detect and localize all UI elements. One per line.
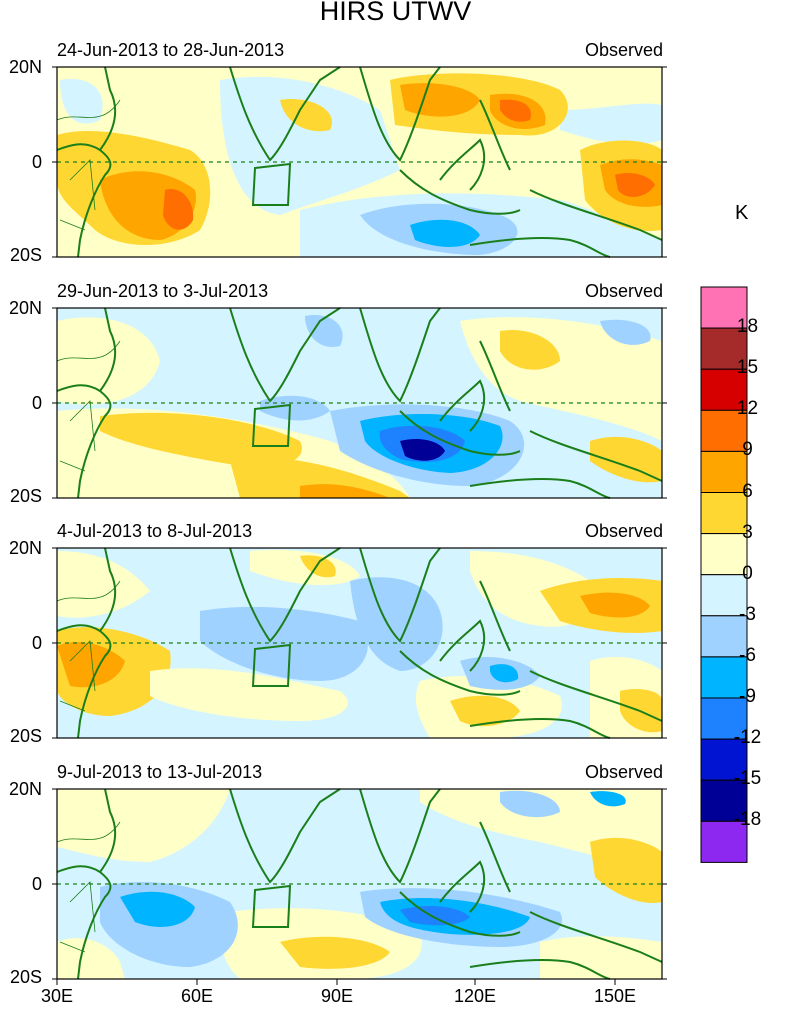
lat-label-20n: 20N	[8, 779, 42, 799]
colorbar-tick-label: 18	[736, 316, 759, 338]
colorbar-tick-label: -12	[733, 727, 762, 749]
panel-date-range: 29-Jun-2013 to 3-Jul-2013	[57, 281, 269, 301]
map-field	[52, 788, 667, 985]
lat-label-20s: 20S	[9, 245, 42, 265]
panel-date-range: 9-Jul-2013 to 13-Jul-2013	[57, 762, 263, 782]
lon-label-90e: 90E	[320, 986, 354, 1006]
map-field	[52, 66, 667, 258]
lat-label-0: 0	[31, 152, 42, 172]
colorbar-tick-label: 9	[742, 439, 753, 461]
lat-label-0: 0	[31, 874, 42, 894]
colorbar-swatch	[700, 327, 748, 370]
map-panel-4: 9-Jul-2013 to 13-Jul-2013 Observed	[0, 762, 791, 1002]
map-panel-3: 4-Jul-2013 to 8-Jul-2013 Observed	[0, 521, 791, 761]
colorbar-tick-label: 15	[736, 357, 759, 379]
colorbar-swatch	[700, 533, 748, 576]
map-field	[52, 547, 667, 739]
colorbar	[700, 286, 748, 863]
map-field	[52, 307, 667, 499]
colorbar-tick-label: -3	[739, 603, 756, 625]
units-label: K	[735, 202, 749, 224]
colorbar-swatch	[700, 820, 748, 863]
lat-label-20s: 20S	[9, 967, 42, 987]
map-panel-1: 24-Jun-2013 to 28-Jun-2013 Observed	[0, 40, 791, 280]
colorbar-tick-label: 12	[736, 398, 759, 420]
lat-label-20n: 20N	[8, 57, 42, 77]
lat-label-20s: 20S	[9, 486, 42, 506]
lat-label-20s: 20S	[9, 726, 42, 746]
colorbar-swatch	[700, 779, 748, 822]
colorbar-swatch	[700, 697, 748, 740]
colorbar-tick-label: -15	[733, 768, 762, 790]
colorbar-swatch	[700, 738, 748, 781]
figure-title: HIRS UTWV	[319, 0, 472, 26]
lat-label-20n: 20N	[8, 298, 42, 318]
colorbar-tick-label: 6	[742, 480, 753, 502]
lon-label-150e: 150E	[593, 986, 637, 1006]
panel-observed-label: Observed	[584, 521, 663, 541]
colorbar-tick-label: -18	[733, 809, 762, 831]
lon-label-30e: 30E	[40, 986, 74, 1006]
panel-observed-label: Observed	[584, 762, 663, 782]
colorbar-tick-label: -6	[739, 644, 756, 666]
lon-label-120e: 120E	[453, 986, 497, 1006]
lat-label-20n: 20N	[8, 538, 42, 558]
lat-label-0: 0	[31, 633, 42, 653]
colorbar-swatch	[700, 409, 748, 452]
lat-label-0: 0	[31, 393, 42, 413]
colorbar-swatch	[700, 574, 748, 617]
colorbar-tick-label: -9	[739, 686, 756, 707]
map-panel-2: 29-Jun-2013 to 3-Jul-2013 Observed	[0, 281, 791, 521]
colorbar-swatch	[700, 615, 748, 658]
panel-date-range: 4-Jul-2013 to 8-Jul-2013	[57, 521, 253, 541]
colorbar-swatch	[700, 656, 748, 699]
colorbar-tick-label: 3	[742, 521, 753, 543]
lon-label-60e: 60E	[180, 986, 214, 1006]
panel-observed-label: Observed	[584, 281, 663, 301]
colorbar-tick-label: 0	[742, 562, 753, 584]
panel-observed-label: Observed	[584, 40, 663, 60]
colorbar-swatch	[700, 368, 748, 411]
colorbar-swatch	[700, 286, 748, 329]
panel-date-range: 24-Jun-2013 to 28-Jun-2013	[57, 40, 285, 60]
colorbar-swatch	[700, 492, 748, 535]
